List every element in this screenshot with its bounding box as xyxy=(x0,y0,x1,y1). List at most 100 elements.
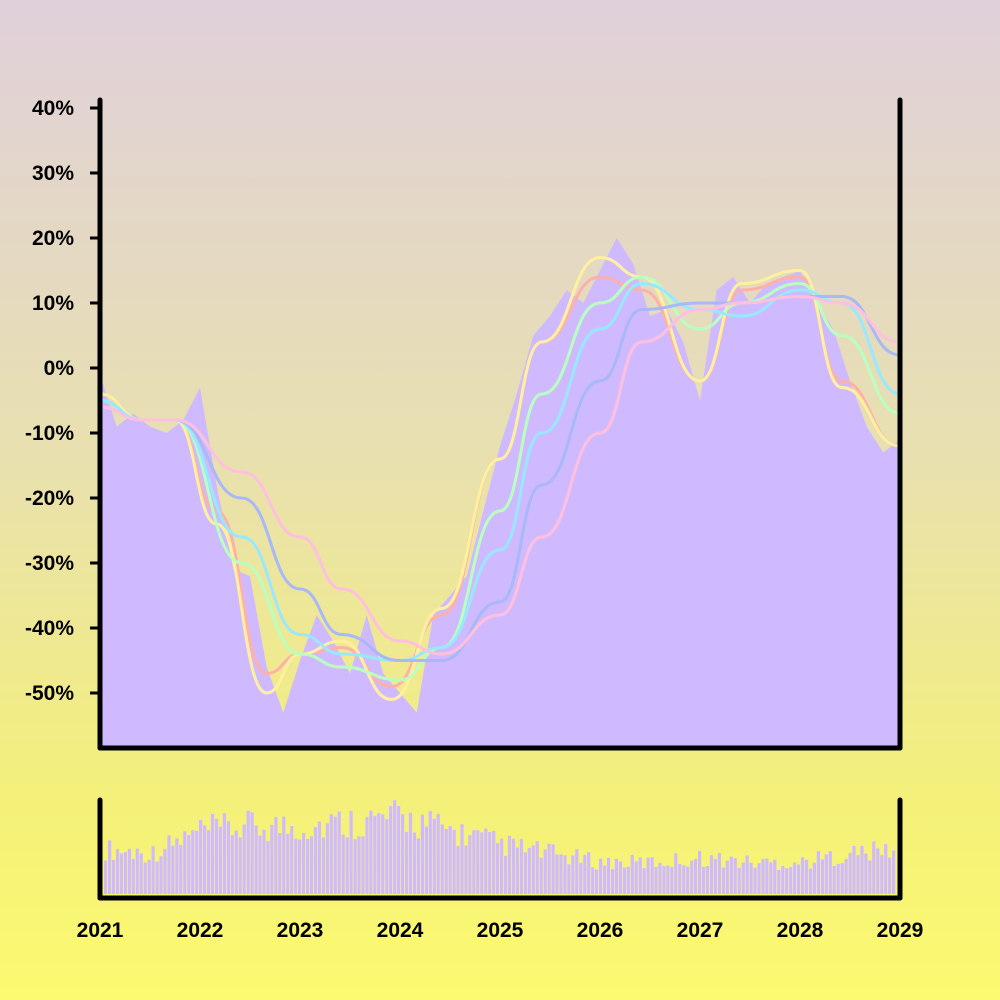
volume-bar xyxy=(595,869,599,894)
volume-bar xyxy=(361,836,365,894)
volume-bar xyxy=(321,837,325,894)
volume-bar xyxy=(666,865,670,894)
volume-bar xyxy=(226,821,230,894)
volume-bar xyxy=(808,868,813,894)
volume-bar xyxy=(444,829,448,894)
volume-bar xyxy=(203,825,207,894)
volume-bar xyxy=(603,865,607,894)
volume-bar xyxy=(222,813,226,894)
volume-bar xyxy=(539,857,543,894)
volume-bar xyxy=(365,817,369,894)
x-tick-label: 2028 xyxy=(777,919,824,942)
volume-bar xyxy=(504,855,508,894)
volume-plot: 2021 2022 2023 2024 2025 2026 2027 2028 2029 xyxy=(77,797,924,942)
volume-bar xyxy=(179,845,183,894)
volume-bar xyxy=(108,840,112,894)
y-tick-label: 10% xyxy=(32,292,74,315)
volume-bar xyxy=(642,868,646,894)
volume-bar xyxy=(373,815,377,894)
volume-bar xyxy=(309,836,314,894)
volume-bar xyxy=(852,845,856,894)
volume-bar xyxy=(492,830,496,894)
area-series xyxy=(100,238,900,748)
volume-bar xyxy=(559,854,563,894)
main-plot: 40% 30% 20% 10% 0% -10% -20% -30% -40% -50% xyxy=(25,97,903,751)
volume-bar xyxy=(702,866,706,894)
volume-bar xyxy=(290,826,294,894)
volume-bar xyxy=(725,860,729,894)
y-tick-label: -50% xyxy=(25,682,74,705)
volume-bar xyxy=(464,845,468,894)
moving-average-line-4 xyxy=(99,282,901,662)
volume-bar xyxy=(456,845,460,894)
volume-bar xyxy=(698,850,702,894)
volume-bar xyxy=(234,830,238,894)
volume-bar xyxy=(741,862,745,894)
volume-bar xyxy=(187,835,191,894)
volume-bar xyxy=(587,852,591,894)
volume-bar xyxy=(733,858,737,894)
volume-bar xyxy=(658,862,662,894)
volume-bar xyxy=(816,851,820,894)
volume-bar xyxy=(199,820,203,894)
volume-bar xyxy=(357,836,361,894)
volume-bar xyxy=(781,866,785,894)
volume-bar xyxy=(294,838,298,894)
volume-bar xyxy=(317,821,321,894)
volume-bar xyxy=(377,813,381,894)
volume-bar xyxy=(428,811,432,894)
volume-bar xyxy=(551,844,555,894)
moving-average-lines xyxy=(99,256,901,701)
volume-bar xyxy=(507,835,512,894)
volume-bar xyxy=(115,849,120,894)
volume-bar xyxy=(147,859,151,894)
volume-bar xyxy=(606,857,611,894)
volume-bar xyxy=(345,837,349,894)
volume-bar xyxy=(472,830,476,894)
volume-bar xyxy=(325,823,329,894)
volume-bar xyxy=(864,853,868,894)
volume-bar xyxy=(682,865,686,894)
volume-bar xyxy=(567,864,571,894)
volume-bar xyxy=(674,853,678,894)
volume-bar xyxy=(424,826,428,894)
y-tick-label: 40% xyxy=(32,97,74,120)
volume-bar xyxy=(583,854,587,894)
volume-bar xyxy=(848,852,852,894)
volume-bar xyxy=(278,833,282,894)
volume-bar xyxy=(262,829,266,894)
volume-bar xyxy=(389,806,393,894)
volume-bars xyxy=(104,800,896,894)
volume-bar xyxy=(563,855,567,894)
volume-bar xyxy=(844,858,848,894)
volume-bar xyxy=(769,862,773,894)
volume-bar xyxy=(804,859,809,894)
y-tick-label: -20% xyxy=(25,487,74,510)
volume-bar xyxy=(690,860,694,894)
volume-bar xyxy=(333,816,337,894)
y-tick-label: 30% xyxy=(32,162,74,185)
volume-bar xyxy=(183,831,187,894)
volume-bar xyxy=(860,845,864,894)
volume-bar xyxy=(729,856,733,894)
volume-bar xyxy=(151,846,155,894)
volume-bar xyxy=(298,839,302,894)
volume-bar xyxy=(266,841,270,894)
volume-bar xyxy=(155,861,159,894)
volume-bar xyxy=(329,814,333,894)
volume-bar xyxy=(785,868,789,894)
volume-bar xyxy=(579,862,583,894)
volume-bar xyxy=(535,841,539,894)
volume-bar xyxy=(618,861,622,894)
volume-bar xyxy=(306,839,310,894)
volume-bar xyxy=(111,859,116,894)
volume-bar xyxy=(163,848,167,894)
volume-bar xyxy=(440,824,444,894)
volume-bar xyxy=(337,811,341,894)
volume-bar xyxy=(634,861,638,894)
volume-bar xyxy=(868,860,872,894)
volume-bar xyxy=(127,848,131,894)
x-tick-label: 2029 xyxy=(877,919,924,942)
volume-bar xyxy=(210,814,215,894)
volume-bar xyxy=(888,857,892,894)
